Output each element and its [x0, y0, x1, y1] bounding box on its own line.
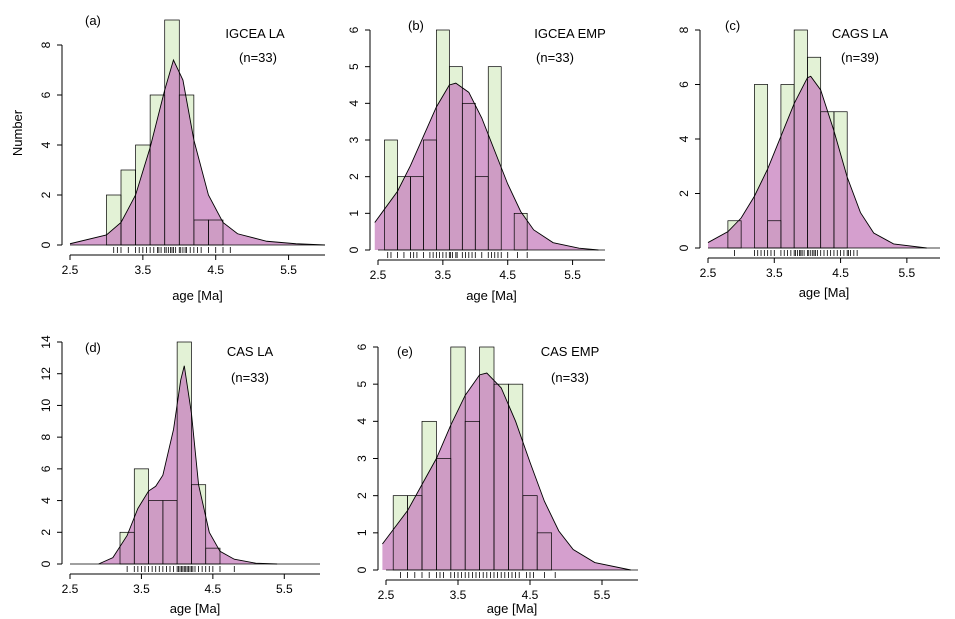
y-tick-label: 3: [347, 136, 361, 143]
y-tick-label: 8: [39, 433, 53, 440]
chart-panel-b: 2.5 3.5 4.5 5.5 age [Ma] 0 1 2 3 4 5 6 (b) IGCEA EMP (…: [347, 18, 606, 303]
panel-label: (b): [408, 18, 424, 33]
density-curve: [707, 75, 927, 249]
x-tick-label: 5.5: [594, 588, 611, 602]
y-tick-label: 14: [39, 335, 53, 349]
y-tick-label: 1: [347, 210, 361, 217]
y-tick-label: 12: [39, 367, 53, 381]
y-tick-label: 6: [347, 26, 361, 33]
panel-label: (c): [725, 18, 740, 33]
x-tick-label: 3.5: [766, 266, 783, 280]
y-tick-label: 8: [677, 26, 691, 33]
density-area: [374, 83, 599, 251]
chart-panel-e: 2.5 3.5 4.5 5.5 age [Ma] 0 1 2 3 4 5 6 (e) CAS EMP (n=…: [355, 343, 638, 616]
y-tick-label: 4: [39, 497, 53, 504]
sample-count-label: (n=33): [551, 370, 589, 385]
panel-label: (a): [85, 13, 101, 28]
density-area: [708, 76, 927, 248]
y-tick-label: 1: [355, 529, 369, 536]
x-tick-label: 3.5: [450, 588, 467, 602]
panel-title: IGCEA EMP: [534, 26, 606, 41]
x-tick-label: 4.5: [832, 266, 849, 280]
y-tick-label: 5: [355, 381, 369, 388]
y-tick-label: 4: [347, 100, 361, 107]
x-axis-title: age [Ma]: [172, 288, 223, 303]
chart-panel-d: 2.5 3.5 4.5 5.5 age [Ma] 0 2 4 6 8 10 12 14 (d) CAS LA…: [39, 335, 320, 616]
x-tick-label: 5.5: [564, 268, 581, 282]
density-curve: [374, 82, 599, 251]
panel-label: (e): [397, 344, 413, 359]
x-tick-label: 4.5: [205, 582, 222, 596]
y-tick-label: 0: [39, 560, 53, 567]
density-curve: [69, 58, 326, 246]
x-tick-label: 5.5: [899, 266, 916, 280]
x-tick-label: 4.5: [207, 263, 224, 277]
panel-title: IGCEA LA: [225, 26, 285, 41]
sample-count-label: (n=33): [536, 50, 574, 65]
y-tick-label: 4: [355, 418, 369, 425]
x-tick-label: 2.5: [378, 588, 395, 602]
panel-title: CAS LA: [227, 344, 274, 359]
y-tick-label: 0: [39, 241, 53, 248]
x-tick-label: 2.5: [700, 266, 717, 280]
y-tick-label: 2: [39, 529, 53, 536]
y-tick-label: 5: [347, 63, 361, 70]
y-tick-label: 0: [355, 566, 369, 573]
chart-panel-a: 2.5 3.5 4.5 5.5 age [Ma] 0 2 4 6 8 (a) IGCEA LA (n=3…: [39, 13, 326, 303]
y-tick-label: 2: [355, 492, 369, 499]
x-tick-label: 4.5: [499, 268, 516, 282]
y-tick-label: 3: [355, 455, 369, 462]
sample-count-label: (n=39): [841, 50, 879, 65]
y-tick-label: 6: [355, 343, 369, 350]
y-tick-label: 6: [39, 91, 53, 98]
x-tick-label: 5.5: [280, 263, 297, 277]
sample-count-label: (n=33): [239, 50, 277, 65]
y-tick-label: 0: [677, 244, 691, 251]
x-tick-label: 2.5: [62, 582, 79, 596]
y-tick-label: 8: [39, 41, 53, 48]
chart-panel-c: 2.5 3.5 4.5 5.5 age [Ma] 0 2 4 6 8 (c) CAGS LA (n=39…: [677, 18, 940, 300]
y-tick-label: 6: [39, 465, 53, 472]
x-axis-title: age [Ma]: [170, 601, 221, 616]
density-curve: [382, 372, 631, 571]
x-tick-label: 2.5: [62, 263, 79, 277]
density-area: [382, 373, 631, 570]
x-tick-label: 3.5: [133, 582, 150, 596]
panel-title: CAS EMP: [541, 344, 600, 359]
x-axis-title: age [Ma]: [487, 601, 538, 616]
y-axis-title: Number: [10, 109, 25, 156]
x-tick-label: 4.5: [522, 588, 539, 602]
y-tick-label: 10: [39, 398, 53, 412]
y-tick-label: 6: [677, 81, 691, 88]
x-axis-title: age [Ma]: [466, 288, 517, 303]
y-tick-label: 2: [347, 173, 361, 180]
x-tick-label: 3.5: [435, 268, 452, 282]
density-area: [98, 365, 278, 564]
y-tick-label: 2: [677, 190, 691, 197]
density-curve: [98, 365, 278, 565]
panel-label: (d): [85, 340, 101, 355]
x-tick-label: 3.5: [135, 263, 152, 277]
y-tick-label: 4: [39, 141, 53, 148]
sample-count-label: (n=33): [231, 370, 269, 385]
y-tick-label: 2: [39, 191, 53, 198]
x-tick-label: 5.5: [276, 582, 293, 596]
x-tick-label: 2.5: [370, 268, 387, 282]
y-tick-label: 0: [347, 246, 361, 253]
x-axis-title: age [Ma]: [799, 285, 850, 300]
panel-title: CAGS LA: [832, 26, 889, 41]
y-tick-label: 4: [677, 135, 691, 142]
